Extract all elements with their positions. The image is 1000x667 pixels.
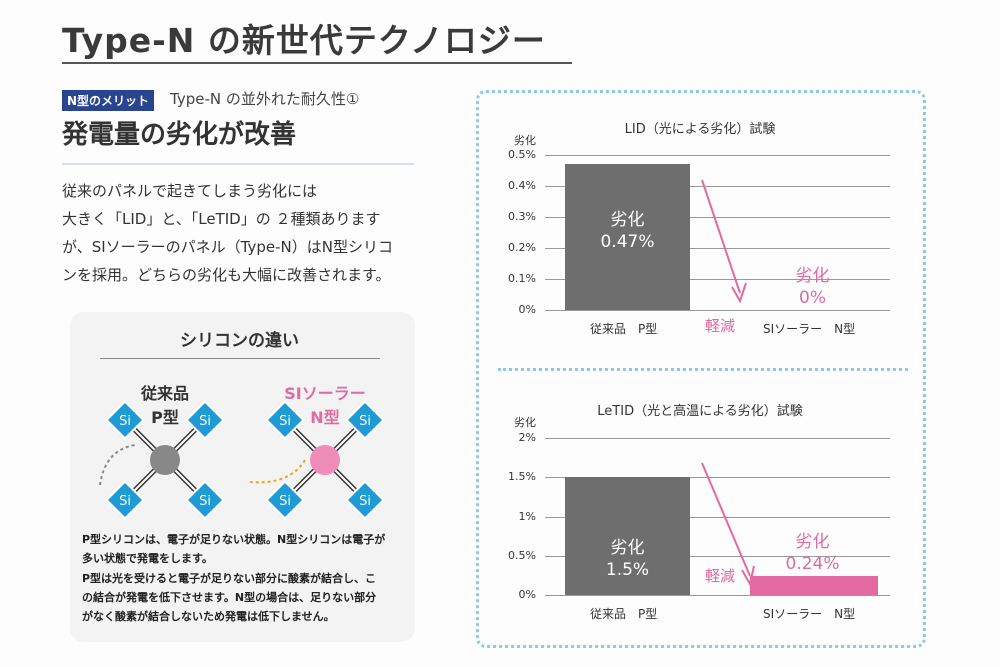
- p-type-label: 従来品 P型: [120, 380, 210, 428]
- heading-divider: [62, 163, 414, 165]
- chart-title: LeTID（光と高温による劣化）試験: [597, 404, 803, 419]
- body-text-line: が、SIソーラーのパネル（Type-N）はN型シリコ: [62, 238, 393, 256]
- gridline: [545, 310, 890, 311]
- data-label-line: 劣化: [610, 538, 645, 559]
- subtitle: Type-N の並外れた耐久性①: [170, 90, 360, 108]
- data-label-line: 0.47%: [600, 232, 655, 253]
- data-label: 劣化 0.47%: [565, 209, 690, 253]
- data-label-line: 0%: [799, 288, 826, 308]
- x-category-label: 従来品 P型: [590, 607, 658, 621]
- silicon-diagram-panel: [70, 312, 415, 642]
- gridline: [545, 555, 890, 557]
- data-label-line: 劣化: [795, 532, 830, 553]
- y-tick-label: 0.2%: [508, 241, 536, 254]
- y-tick-label: 0.3%: [508, 210, 536, 223]
- n-label-line: SIソーラー: [284, 384, 366, 403]
- si-atom: [185, 480, 225, 520]
- diagram-title: シリコンの違い: [180, 331, 299, 351]
- y-tick-label: 0%: [518, 588, 536, 601]
- n-type-label: SIソーラー N型: [280, 380, 370, 428]
- si-atom: [105, 400, 145, 440]
- si-label: Si: [199, 414, 211, 429]
- si-label: Si: [359, 494, 371, 509]
- merit-badge: N型のメリット: [62, 90, 155, 111]
- data-label-line: 1.5%: [605, 560, 650, 581]
- si-atom: [265, 480, 305, 520]
- note-line: P型シリコンは、電子が足りない状態。N型シリコンは電子が: [82, 533, 386, 546]
- data-label-line: 劣化: [795, 266, 830, 286]
- p-label-line: P型: [151, 408, 179, 427]
- chart-title: LID（光による劣化）試験: [624, 122, 776, 137]
- test-results-panel: [476, 90, 926, 648]
- bar-0: [565, 477, 690, 595]
- si-atom: [105, 480, 145, 520]
- body-text-line: ンを採用。どちらの劣化も大幅に改善されます。: [62, 266, 391, 284]
- p-label-line: 従来品: [140, 384, 189, 403]
- si-label: Si: [119, 414, 131, 429]
- data-label-line: 劣化: [610, 210, 645, 231]
- data-label: 劣化 0%: [750, 265, 875, 309]
- y-tick-label: 2%: [518, 431, 536, 444]
- center-atom: [150, 445, 180, 475]
- si-label: Si: [359, 414, 371, 429]
- bar-0: [565, 164, 690, 310]
- y-tick-label: 0.1%: [508, 272, 536, 285]
- n-label-line: N型: [310, 408, 340, 427]
- diagram-divider: [100, 358, 380, 359]
- electron-arrow: [99, 444, 136, 486]
- si-label: Si: [119, 494, 131, 509]
- x-category-label: SIソーラー N型: [763, 607, 856, 621]
- annotation-label: 軽減: [705, 567, 736, 585]
- data-label-line: 0.24%: [785, 554, 840, 575]
- gridline: [545, 516, 890, 518]
- si-atom: [345, 400, 385, 440]
- annotation-label: 軽減: [705, 317, 736, 335]
- gridline: [545, 477, 890, 479]
- gridline: [545, 595, 890, 596]
- x-category-label: SIソーラー N型: [763, 322, 856, 336]
- gridline: [545, 279, 890, 280]
- decrease-arrow: [701, 179, 747, 304]
- center-atom: [310, 445, 340, 475]
- body-text-line: 従来のパネルで起きてしまう劣化には: [62, 182, 318, 200]
- y-axis-label: 劣化: [514, 416, 536, 429]
- si-label: Si: [279, 494, 291, 509]
- decrease-arrow: [701, 462, 755, 587]
- note-line: の結合が発電を低下させます。N型の場合は、足りない部分: [82, 591, 377, 604]
- gridline: [545, 248, 890, 249]
- section-heading: 発電量の劣化が改善: [62, 120, 297, 150]
- electron-arrow: [249, 459, 306, 484]
- x-category-label: 従来品 P型: [590, 322, 658, 336]
- note-line: 多い状態で発電をします。: [82, 552, 213, 565]
- note-line: がなく酸素が結合しないため発電は低下しません。: [82, 610, 335, 623]
- panel-divider: [498, 368, 908, 371]
- y-tick-label: 1%: [518, 509, 536, 523]
- gridline: [545, 186, 890, 187]
- y-tick-label: 0.4%: [508, 179, 536, 192]
- note-line: P型は光を受けると電子が足りない部分に酸素が結合し、こ: [82, 572, 377, 585]
- gridline: [545, 155, 890, 156]
- gridline: [545, 438, 890, 439]
- y-tick-label: 0%: [518, 303, 536, 316]
- si-atom: [345, 480, 385, 520]
- data-label: 劣化 1.5%: [565, 537, 690, 581]
- silicon-lattice-illustration: Si Si Si Si Si Si Si Si: [99, 400, 385, 520]
- y-axis-label: 劣化: [514, 134, 536, 147]
- y-tick-label: 0.5%: [508, 548, 536, 562]
- page-title: Type-N の新世代テクノロジー: [62, 21, 546, 60]
- si-atom: [185, 400, 225, 440]
- si-atom: [265, 400, 305, 440]
- y-tick-label: 0.5%: [508, 148, 536, 161]
- bar-1: [750, 576, 878, 595]
- gridline: [545, 217, 890, 218]
- y-tick-label: 1.5%: [508, 470, 536, 484]
- body-text-line: 大きく「LID」と、「LeTID」の ２種類あります: [62, 210, 381, 228]
- title-underline: [62, 62, 572, 64]
- data-label: 劣化 0.24%: [750, 531, 875, 575]
- si-label: Si: [279, 414, 291, 429]
- si-label: Si: [199, 494, 211, 509]
